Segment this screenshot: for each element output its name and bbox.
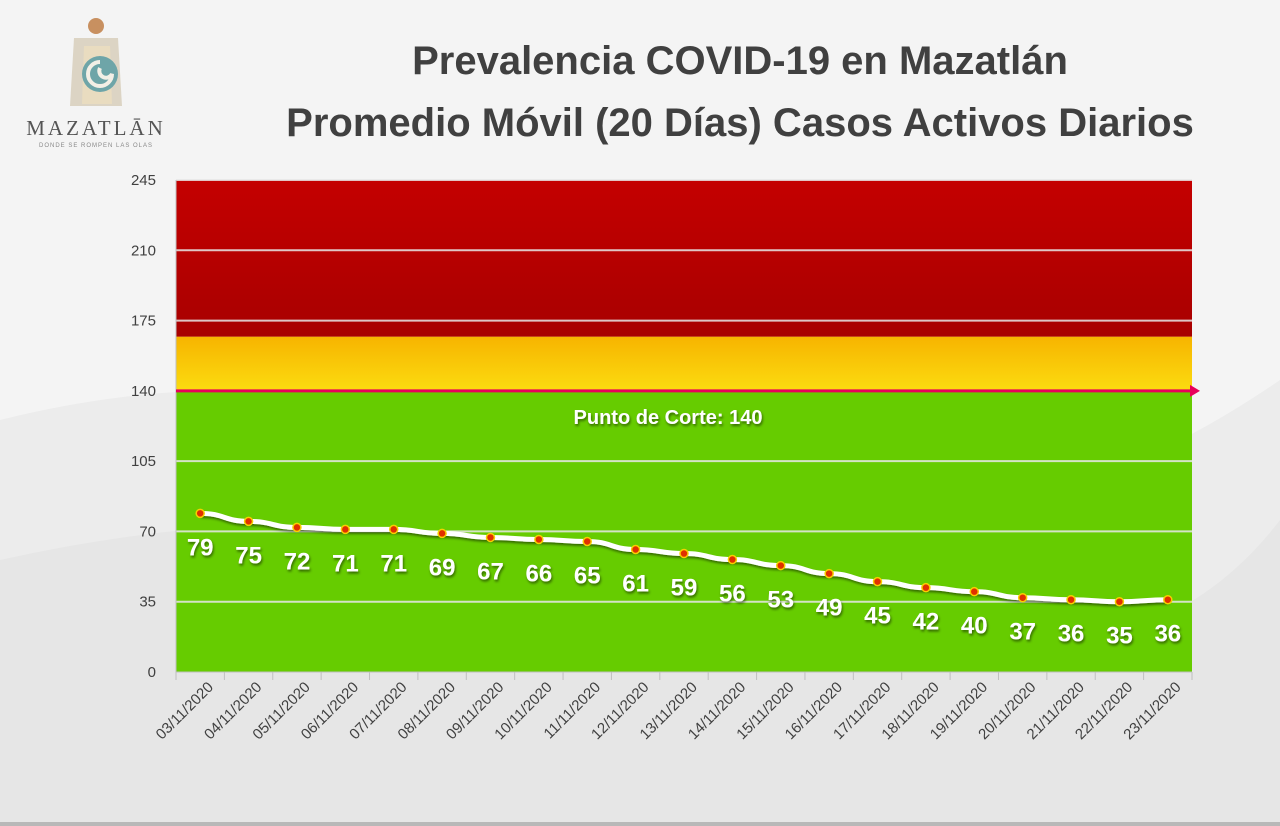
data-label: 72 bbox=[284, 548, 311, 575]
footer-divider bbox=[0, 822, 1280, 826]
data-label: 67 bbox=[477, 558, 504, 585]
chart-title-line2: Promedio Móvil (20 Días) Casos Activos D… bbox=[286, 101, 1194, 145]
y-tick-label: 35 bbox=[139, 594, 156, 611]
data-points bbox=[195, 508, 1173, 607]
data-point bbox=[1066, 594, 1076, 605]
data-label: 65 bbox=[574, 562, 601, 589]
y-tick-label: 140 bbox=[131, 383, 156, 400]
data-point bbox=[1114, 596, 1125, 607]
data-point bbox=[195, 508, 205, 519]
y-tick-label: 245 bbox=[131, 172, 156, 189]
data-label: 53 bbox=[767, 587, 794, 614]
data-label: 36 bbox=[1058, 621, 1085, 648]
data-point bbox=[1017, 592, 1028, 603]
data-point bbox=[437, 528, 447, 539]
data-labels: 79 75 72 71 71 69 67 66 65 61 59 56 53 49 45 42 40 37 36 35… bbox=[187, 534, 1181, 649]
y-tick-label: 105 bbox=[131, 453, 156, 470]
logo-wordmark: MAZATLĀN bbox=[26, 116, 166, 140]
data-point bbox=[630, 544, 641, 555]
data-point bbox=[969, 586, 980, 597]
data-label: 61 bbox=[622, 571, 649, 598]
logo-tagline: DONDE SE ROMPEN LAS OLAS bbox=[38, 143, 154, 149]
data-point bbox=[534, 534, 544, 545]
data-label: 69 bbox=[429, 554, 456, 581]
data-point bbox=[485, 532, 496, 543]
data-point bbox=[727, 554, 738, 565]
y-tick-label: 0 bbox=[148, 664, 156, 681]
y-axis: 0 35 70 105 140 175 210 245 bbox=[131, 172, 177, 681]
data-point bbox=[582, 536, 592, 547]
data-point bbox=[292, 522, 302, 533]
data-label: 36 bbox=[1154, 621, 1181, 648]
data-label: 40 bbox=[961, 613, 988, 640]
zone-band-yellow bbox=[176, 336, 1192, 391]
data-label: 71 bbox=[332, 550, 359, 577]
data-label: 66 bbox=[526, 560, 553, 587]
data-label: 45 bbox=[864, 603, 891, 630]
data-label: 75 bbox=[235, 542, 262, 569]
data-point bbox=[1163, 594, 1173, 605]
data-point bbox=[824, 568, 834, 579]
data-point bbox=[776, 560, 786, 571]
data-label: 71 bbox=[380, 550, 407, 577]
y-tick-label: 175 bbox=[131, 313, 156, 330]
chart-title-line1: Prevalencia COVID-19 en Mazatlán bbox=[412, 39, 1068, 83]
cutoff-label: Punto de Corte: 140 bbox=[574, 407, 763, 429]
data-point bbox=[340, 524, 351, 535]
data-point bbox=[679, 548, 689, 559]
x-axis: 03/11/202004/11/202005/11/202006/11/2020… bbox=[153, 671, 1193, 743]
cutoff-arrow-icon bbox=[1190, 384, 1200, 397]
data-point bbox=[921, 582, 931, 593]
y-tick-label: 210 bbox=[131, 242, 156, 259]
data-label: 79 bbox=[187, 534, 214, 561]
zone-band-red bbox=[176, 180, 1192, 337]
data-label: 37 bbox=[1009, 619, 1036, 646]
cutoff-group: Punto de Corte: 140 bbox=[176, 384, 1200, 429]
chart-title: Prevalencia COVID-19 en Mazatlán Promedi… bbox=[200, 30, 1280, 154]
y-tick-label: 70 bbox=[139, 523, 156, 540]
data-label: 56 bbox=[719, 581, 746, 608]
data-point bbox=[243, 516, 254, 527]
mazatlan-logo-icon bbox=[70, 18, 122, 106]
data-label: 42 bbox=[913, 609, 940, 636]
data-label: 59 bbox=[671, 575, 698, 602]
data-label: 49 bbox=[816, 595, 843, 622]
mazatlan-logo: MAZATLĀN DONDE SE ROMPEN LAS OLAS bbox=[18, 16, 174, 166]
data-point bbox=[872, 576, 883, 587]
data-label: 35 bbox=[1106, 623, 1133, 650]
data-point bbox=[388, 524, 399, 535]
